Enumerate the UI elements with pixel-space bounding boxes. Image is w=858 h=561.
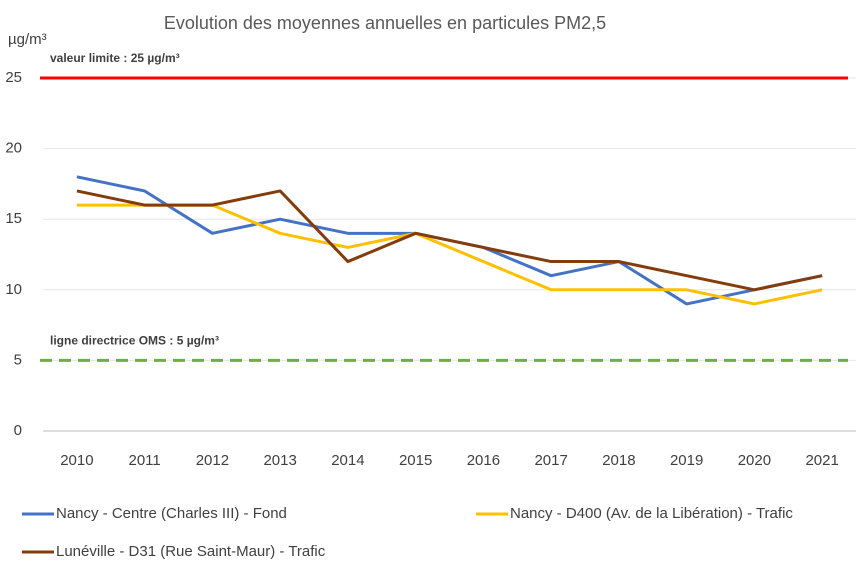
x-tick-label: 2011 [128,452,160,469]
y-tick-label: 15 [5,210,22,227]
x-tick-label: 2019 [670,452,703,469]
reference-label: valeur limite : 25 µg/m³ [50,51,180,65]
y-tick-label: 5 [14,351,22,368]
x-tick-label: 2018 [602,452,635,469]
legend-label: Lunéville - D31 (Rue Saint-Maur) - Trafi… [56,543,326,560]
series-line [76,189,823,292]
y-tick-label: 0 [14,422,22,439]
x-tick-label: 2016 [467,452,500,469]
chart-title: Evolution des moyennes annuelles en part… [164,13,606,33]
y-tick-label: 25 [5,69,22,86]
x-tick-label: 2015 [399,452,432,469]
x-tick-label: 2014 [331,452,364,469]
x-tick-label: 2017 [534,452,567,469]
x-tick-label: 2012 [196,452,229,469]
legend-label: Nancy - Centre (Charles III) - Fond [56,505,287,522]
x-tick-label: 2010 [60,452,93,469]
x-tick-label: 2013 [263,452,296,469]
y-tick-label: 20 [5,140,22,157]
x-tick-label: 2020 [738,452,771,469]
legend-label: Nancy - D400 (Av. de la Libération) - Tr… [510,505,793,522]
x-tick-label: 2021 [805,452,838,469]
y-axis-label: µg/m³ [8,31,47,48]
reference-label: ligne directrice OMS : 5 µg/m³ [50,334,219,348]
y-tick-label: 10 [5,281,22,298]
